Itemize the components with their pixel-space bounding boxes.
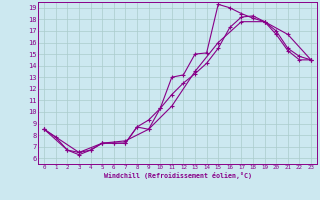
X-axis label: Windchill (Refroidissement éolien,°C): Windchill (Refroidissement éolien,°C) xyxy=(104,172,252,179)
